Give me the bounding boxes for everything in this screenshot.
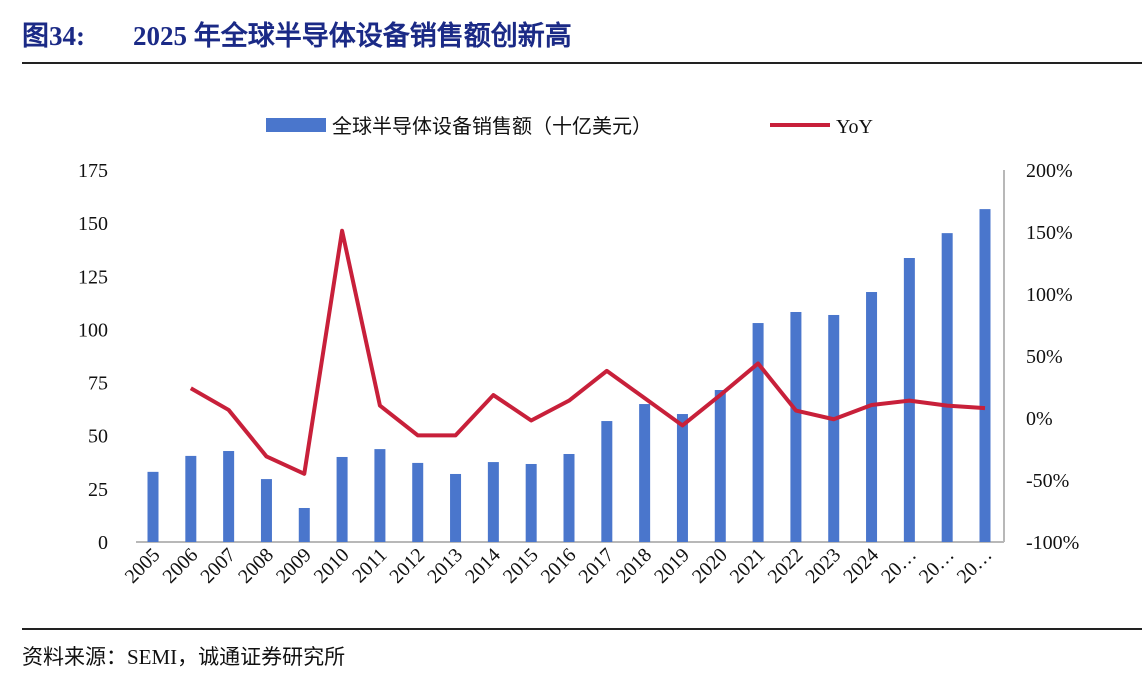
x-tick: 2023 xyxy=(801,544,845,588)
y-right-tick: 0% xyxy=(1026,408,1053,430)
figure-label: 图34: xyxy=(22,21,85,51)
bar-2016 xyxy=(563,453,575,542)
legend-bar-swatch xyxy=(266,118,326,132)
x-tick: 2006 xyxy=(159,544,203,588)
x-tick: 2022 xyxy=(764,544,808,588)
y-left-tick: 75 xyxy=(88,373,108,395)
y-left-tick: 0 xyxy=(98,532,108,554)
x-tick: 2017 xyxy=(575,544,619,588)
legend-bar-label: 全球半导体设备销售额（十亿美元） xyxy=(332,115,652,138)
bar-2024 xyxy=(866,292,878,542)
x-tick: 2018 xyxy=(612,544,656,588)
bar-2005 xyxy=(147,471,159,542)
y-right-tick: 50% xyxy=(1026,346,1063,368)
x-tick: 2005 xyxy=(121,544,165,588)
title-text: 2025 年全球半导体设备销售额创新高 xyxy=(133,21,572,51)
bottom-rule xyxy=(22,628,1142,630)
bar-2018 xyxy=(639,404,651,542)
bar-2008 xyxy=(260,479,272,542)
bar-2007 xyxy=(223,451,235,542)
bar-2009 xyxy=(298,507,310,542)
bar-20… xyxy=(979,209,991,542)
y-right-tick: -50% xyxy=(1026,470,1069,492)
y-left-tick: 50 xyxy=(88,426,108,448)
x-tick: 2021 xyxy=(726,544,770,588)
y-right-tick: -100% xyxy=(1026,532,1079,554)
x-tick: 2012 xyxy=(385,544,429,588)
x-tick: 2011 xyxy=(348,544,391,587)
legend: 全球半导体设备销售额（十亿美元） YoY xyxy=(266,115,873,138)
y-left-tick: 25 xyxy=(88,479,108,501)
x-tick: 2019 xyxy=(650,544,694,588)
y-right-tick: 150% xyxy=(1026,222,1073,244)
y-left-tick: 100 xyxy=(78,319,108,341)
x-tick: 2014 xyxy=(461,544,505,588)
x-tick: 20… xyxy=(877,544,921,588)
bar-2023 xyxy=(828,314,840,542)
yoy-line xyxy=(189,228,986,476)
bar-2012 xyxy=(412,462,424,542)
x-tick: 2007 xyxy=(196,544,240,588)
bar-2019 xyxy=(676,414,688,542)
x-tick: 2015 xyxy=(499,544,543,588)
x-tick: 20… xyxy=(915,544,959,588)
bar-2020 xyxy=(714,390,726,542)
bar-2006 xyxy=(185,455,197,542)
bar-2014 xyxy=(487,462,499,542)
x-tick: 2009 xyxy=(272,544,316,588)
y-left-tick: 150 xyxy=(78,213,108,235)
x-tick: 2013 xyxy=(423,544,467,588)
x-tick: 2010 xyxy=(310,544,354,588)
chart-title: 图34: 2025 年全球半导体设备销售额创新高 xyxy=(22,14,572,53)
x-tick: 2020 xyxy=(688,544,732,588)
x-tick: 20… xyxy=(953,544,997,588)
y-left-tick: 125 xyxy=(78,266,108,288)
source-note: 资料来源：SEMI，诚通证券研究所 xyxy=(22,645,346,669)
bar-2021 xyxy=(752,323,764,542)
bar-2011 xyxy=(374,449,386,542)
y-right-tick: 200% xyxy=(1026,160,1073,182)
bar-2013 xyxy=(450,473,462,542)
x-tick: 2016 xyxy=(537,544,581,588)
top-rule xyxy=(22,62,1142,64)
y-right-tick: 100% xyxy=(1026,284,1073,306)
legend-line-label: YoY xyxy=(836,116,873,138)
x-tick: 2008 xyxy=(234,544,278,588)
y-left-tick: 175 xyxy=(78,160,108,182)
x-tick: 2024 xyxy=(839,544,883,588)
bar-2022 xyxy=(790,311,802,542)
bar-2010 xyxy=(336,456,348,542)
bar-2015 xyxy=(525,463,537,542)
bar-20… xyxy=(941,233,953,542)
bar-2017 xyxy=(601,421,613,542)
